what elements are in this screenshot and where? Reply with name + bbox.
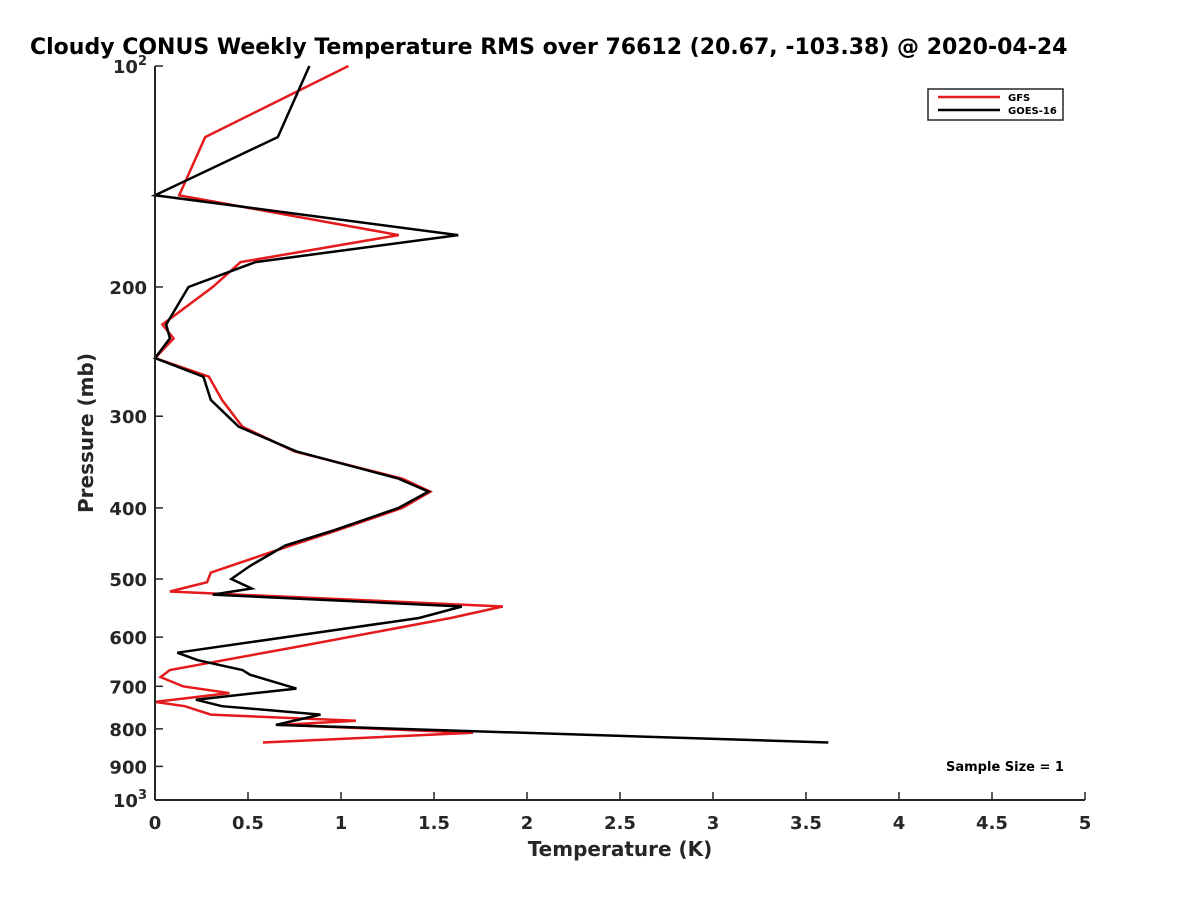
series-line-goes-16 xyxy=(150,65,829,744)
legend-label-goes16: GOES-16 xyxy=(1008,106,1057,117)
x-tick-label: 4 xyxy=(893,813,906,834)
legend-label-gfs: GFS xyxy=(1008,93,1030,104)
legend-box xyxy=(927,88,1064,121)
y-ticks: 102 200 300 400 500 600 700 800 900 103 xyxy=(109,54,163,812)
x-tick-label: 3.5 xyxy=(790,813,822,834)
series-line-gfs xyxy=(152,64,504,744)
legend: GFS GOES-16 xyxy=(927,88,1064,121)
chart-title: Cloudy CONUS Weekly Temperature RMS over… xyxy=(30,35,1067,60)
x-tick-label: 2.5 xyxy=(604,813,636,834)
y-tick-label: 800 xyxy=(109,720,147,741)
y-tick-label: 500 xyxy=(109,570,147,591)
x-ticks: 0 0.5 1 1.5 2 2.5 3 3.5 4 4.5 5 xyxy=(149,792,1092,834)
y-tick-label: 900 xyxy=(109,757,147,778)
y-tick-label: 700 xyxy=(109,677,147,698)
y-tick-label: 102 xyxy=(113,54,147,78)
x-tick-label: 3 xyxy=(707,813,720,834)
x-tick-label: 5 xyxy=(1079,813,1092,834)
plot-lines xyxy=(150,64,829,744)
x-axis-label: Temperature (K) xyxy=(528,837,713,861)
y-tick-label: 300 xyxy=(109,407,147,428)
x-tick-label: 1 xyxy=(335,813,348,834)
x-tick-label: 0 xyxy=(149,813,162,834)
y-tick-label: 600 xyxy=(109,628,147,649)
x-tick-label: 2 xyxy=(521,813,534,834)
sample-size-annotation: Sample Size = 1 xyxy=(946,760,1064,775)
y-tick-label: 200 xyxy=(109,278,147,299)
y-tick-label: 400 xyxy=(109,499,147,520)
x-tick-label: 4.5 xyxy=(976,813,1008,834)
y-tick-label: 103 xyxy=(113,788,147,812)
y-axis-label: Pressure (mb) xyxy=(74,353,98,513)
x-tick-label: 1.5 xyxy=(418,813,450,834)
x-tick-label: 0.5 xyxy=(232,813,264,834)
